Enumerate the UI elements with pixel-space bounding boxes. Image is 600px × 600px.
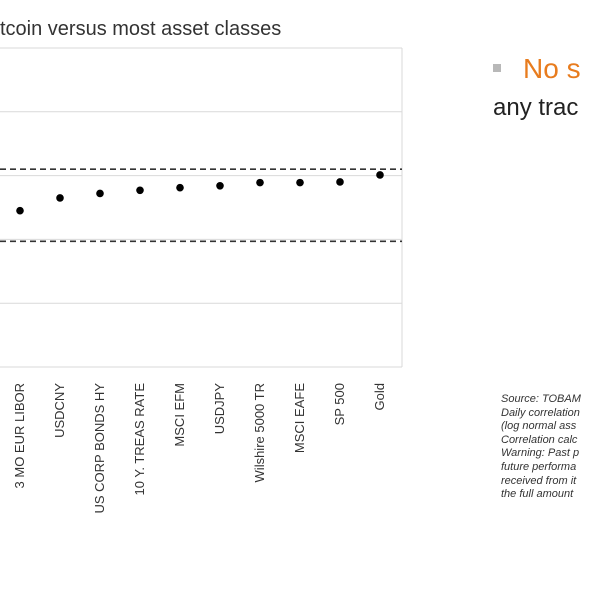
data-point [56, 194, 64, 202]
data-point [136, 186, 144, 195]
source-note: Source: TOBAM Daily correlation (log nor… [501, 393, 581, 502]
source-line: (log normal ass [501, 420, 577, 433]
x-tick-label: USDJPY [212, 383, 227, 435]
data-point [16, 206, 24, 215]
chart-title: tcoin versus most asset classes [0, 18, 282, 40]
x-tick-label: Gold [372, 383, 387, 410]
data-point [376, 171, 384, 179]
bullet-point: No s [493, 53, 581, 85]
source-line: Source: TOBAM [501, 393, 581, 405]
source-line: future performa [501, 460, 577, 473]
data-point [336, 178, 344, 186]
source-line: Warning: Past p [501, 447, 580, 460]
x-tick-label: MSCI EAFE [292, 383, 307, 453]
data-point [96, 189, 104, 198]
source-line: Daily correlation [501, 406, 580, 419]
source-line: received from it [501, 474, 577, 487]
x-tick-label: Wilshire 5000 TR [252, 383, 267, 482]
bullet-marker-icon [493, 63, 501, 72]
x-tick-label: 3 MO EUR LIBOR [12, 383, 27, 488]
source-line: the full amount [501, 488, 574, 501]
data-point [256, 178, 264, 187]
x-tick-label: USDCNY [52, 383, 67, 438]
x-tick-label: SP 500 [332, 383, 347, 425]
source-line: Correlation calc [501, 433, 578, 446]
bullet-text: No s [523, 53, 581, 84]
data-point [216, 182, 224, 190]
x-tick-label: US CORP BONDS HY [92, 383, 107, 514]
bullet-continuation: any trac [493, 94, 579, 121]
x-tick-label: MSCI EFM [172, 383, 187, 447]
x-tick-label: 10 Y. TREAS RATE [132, 383, 147, 496]
data-point [176, 183, 184, 192]
data-point [296, 178, 304, 187]
